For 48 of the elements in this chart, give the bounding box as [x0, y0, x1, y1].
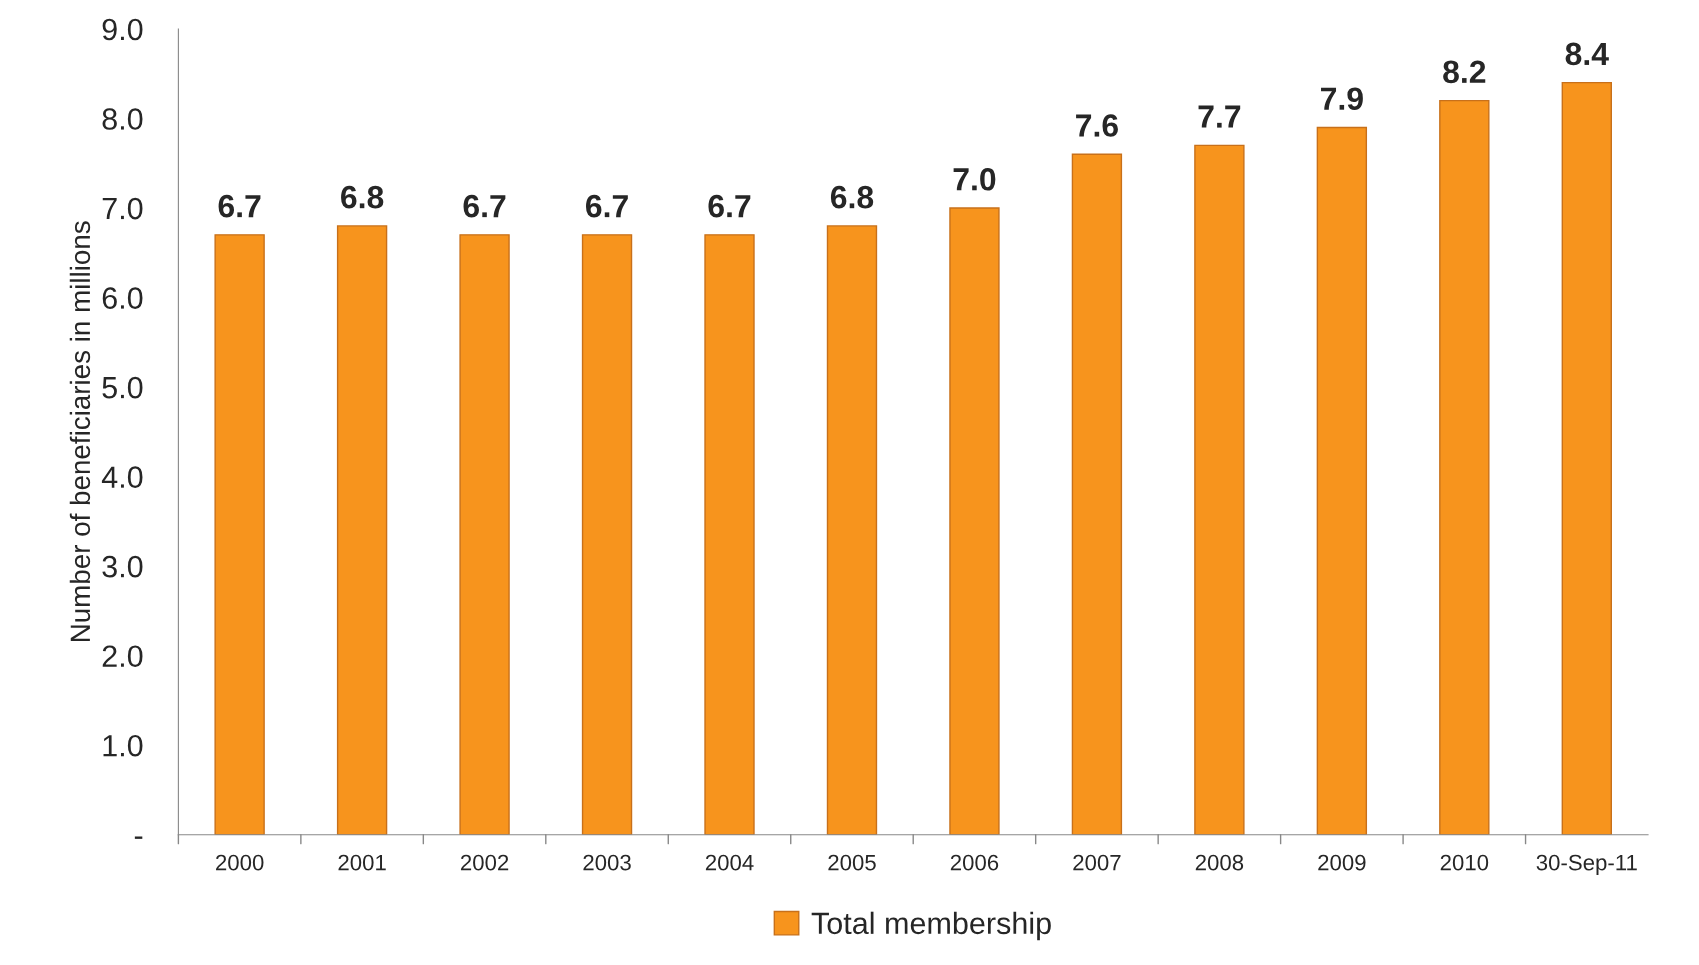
data-label: 7.0 [953, 167, 996, 191]
data-label: 7.7 [1198, 105, 1241, 128]
y-tick-label: 2.0 [102, 645, 143, 668]
y-tick-label: 1.0 [103, 734, 143, 757]
bar [1194, 144, 1245, 835]
y-tick-label: 5.0 [102, 376, 143, 399]
bar [1439, 99, 1490, 835]
bar [214, 234, 265, 835]
y-tick-label: 6.0 [102, 287, 143, 309]
legend-label: Total membership [811, 911, 1051, 941]
x-tick-label: 2010 [1440, 854, 1489, 871]
x-tick-label: 30-Sep-11 [1536, 854, 1637, 875]
bar [1316, 126, 1368, 835]
data-label: 6.8 [341, 185, 384, 209]
x-tick-label: 2002 [460, 854, 509, 871]
bar [459, 234, 510, 835]
data-label: 6.7 [463, 194, 506, 218]
y-tick-label: 8.0 [102, 108, 143, 130]
x-tick-label: 2007 [1073, 854, 1121, 871]
bar [949, 207, 1000, 835]
x-tick-label: 2006 [950, 854, 999, 871]
data-label: 6.8 [830, 185, 874, 209]
data-label: 7.9 [1321, 87, 1363, 111]
data-label: 8.2 [1443, 60, 1486, 84]
data-label: 7.6 [1076, 114, 1118, 137]
data-label: 6.7 [586, 194, 628, 218]
data-label: 6.7 [218, 194, 261, 218]
bar [581, 234, 633, 835]
y-tick-label: 9.0 [102, 18, 143, 41]
x-tick-label: 2000 [216, 854, 264, 871]
bar [1071, 153, 1123, 835]
y-tick-label: 7.0 [102, 197, 143, 220]
bar [1561, 81, 1612, 835]
y-tick-label: - [134, 836, 143, 839]
x-tick-label: 2001 [338, 854, 386, 871]
x-tick-label: 2003 [583, 854, 631, 871]
y-tick-label: 4.0 [101, 466, 143, 488]
x-tick-label: 2005 [828, 854, 876, 871]
x-tick-label: 2004 [705, 854, 754, 871]
data-label: 6.7 [708, 194, 751, 218]
x-tick-label: 2008 [1195, 854, 1244, 871]
bar [336, 225, 388, 835]
y-axis-title: Number of beneficiaries in millions [69, 221, 91, 642]
data-label: 8.4 [1565, 42, 1609, 66]
bar [826, 225, 878, 835]
x-tick-label: 2009 [1318, 854, 1366, 871]
y-tick-label: 3.0 [102, 555, 143, 578]
bar [704, 234, 755, 835]
